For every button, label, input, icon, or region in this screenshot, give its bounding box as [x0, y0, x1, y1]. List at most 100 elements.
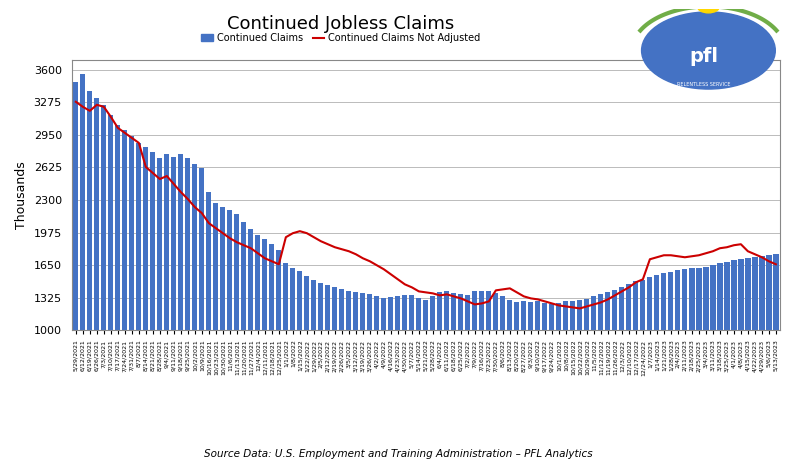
Bar	[710, 265, 716, 330]
Bar	[346, 291, 352, 330]
Bar	[297, 271, 302, 330]
Bar	[564, 301, 568, 330]
Bar	[647, 277, 653, 330]
Bar	[123, 130, 127, 330]
Bar	[339, 289, 345, 330]
Bar	[256, 235, 260, 330]
Bar	[192, 164, 197, 330]
Bar	[178, 154, 183, 330]
Bar	[101, 105, 107, 330]
Bar	[88, 91, 92, 330]
Bar	[276, 250, 282, 330]
Bar	[213, 203, 218, 330]
Bar	[416, 298, 422, 330]
Bar	[494, 293, 498, 330]
Y-axis label: Thousands: Thousands	[15, 161, 28, 229]
Bar	[396, 296, 400, 330]
Circle shape	[697, 0, 720, 13]
Bar	[199, 168, 205, 330]
Bar	[682, 269, 688, 330]
Bar	[318, 283, 323, 330]
Bar	[381, 298, 387, 330]
Bar	[423, 300, 428, 330]
Bar	[535, 301, 540, 330]
Bar	[696, 268, 701, 330]
Bar	[773, 254, 778, 330]
Bar	[248, 229, 253, 330]
Bar	[158, 158, 162, 330]
Bar	[759, 256, 764, 330]
Bar	[185, 158, 190, 330]
Bar	[430, 296, 435, 330]
Bar	[486, 291, 491, 330]
Bar	[465, 295, 470, 330]
Bar	[171, 157, 177, 330]
Bar	[332, 287, 338, 330]
Text: RELENTLESS SERVICE: RELENTLESS SERVICE	[677, 82, 731, 87]
Legend: Continued Claims, Continued Claims Not Adjusted: Continued Claims, Continued Claims Not A…	[197, 29, 484, 47]
Bar	[654, 275, 660, 330]
Bar	[472, 291, 478, 330]
Bar	[549, 304, 555, 330]
Bar	[529, 302, 533, 330]
Bar	[262, 239, 267, 330]
Bar	[80, 74, 85, 330]
Bar	[703, 267, 708, 330]
Bar	[605, 292, 611, 330]
Bar	[326, 285, 330, 330]
Bar	[724, 262, 729, 330]
Bar	[108, 115, 114, 330]
Bar	[577, 300, 583, 330]
Bar	[675, 270, 681, 330]
Bar	[556, 303, 561, 330]
Bar	[136, 143, 142, 330]
Bar	[626, 284, 631, 330]
Bar	[661, 273, 666, 330]
Title: Continued Jobless Claims: Continued Jobless Claims	[227, 15, 455, 33]
Bar	[507, 300, 513, 330]
Bar	[402, 295, 408, 330]
Bar	[689, 268, 694, 330]
Bar	[115, 125, 120, 330]
Bar	[220, 207, 225, 330]
Bar	[206, 192, 212, 330]
Bar	[129, 136, 135, 330]
Text: pfl: pfl	[689, 47, 718, 67]
Bar	[542, 303, 548, 330]
Bar	[73, 82, 79, 330]
Bar	[591, 296, 596, 330]
Bar	[514, 302, 520, 330]
Bar	[732, 260, 736, 330]
Bar	[241, 222, 247, 330]
Bar	[717, 263, 723, 330]
Bar	[143, 147, 149, 330]
Bar	[521, 301, 526, 330]
Bar	[500, 296, 505, 330]
Bar	[150, 152, 155, 330]
Bar	[227, 210, 232, 330]
Bar	[640, 280, 646, 330]
Bar	[612, 290, 618, 330]
Bar	[752, 257, 758, 330]
Bar	[619, 287, 625, 330]
Bar	[283, 263, 288, 330]
Bar	[234, 214, 240, 330]
Bar	[745, 258, 751, 330]
Bar	[584, 299, 590, 330]
Bar	[738, 259, 743, 330]
Bar	[367, 294, 373, 330]
Bar	[304, 276, 310, 330]
Bar	[361, 293, 365, 330]
Bar	[437, 292, 443, 330]
Bar	[634, 281, 638, 330]
Bar	[458, 294, 463, 330]
Bar	[479, 291, 485, 330]
Bar	[291, 269, 295, 330]
Bar	[570, 301, 576, 330]
Bar	[451, 293, 456, 330]
Text: Source Data: U.S. Employment and Training Administration – PFL Analytics: Source Data: U.S. Employment and Trainin…	[204, 449, 592, 459]
Bar	[767, 255, 771, 330]
Bar	[353, 292, 358, 330]
Bar	[311, 280, 317, 330]
Circle shape	[642, 12, 775, 89]
